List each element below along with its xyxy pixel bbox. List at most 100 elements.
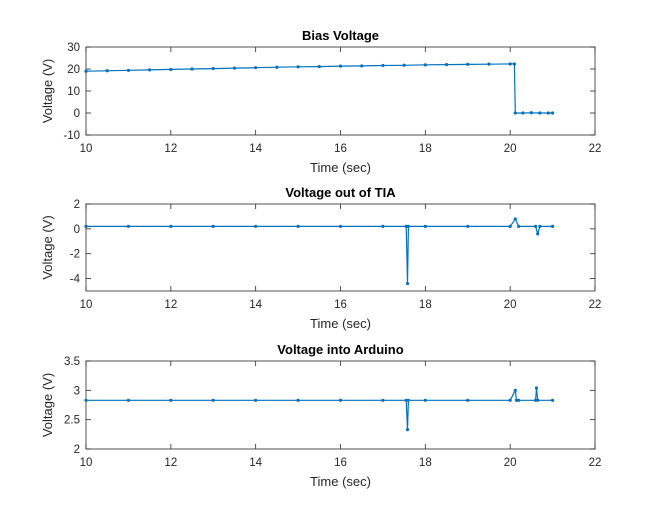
y-tick-label: 2 [74, 199, 80, 211]
data-point [254, 224, 258, 228]
data-point [338, 398, 343, 402]
y-tick-label: 10 [67, 86, 80, 98]
x-tick-label: 16 [334, 143, 347, 155]
y-tick-label: -2 [70, 249, 80, 261]
data-point [550, 224, 555, 228]
data-point [466, 224, 470, 228]
data-point [381, 398, 385, 402]
data-point [423, 224, 427, 228]
x-tick-label: 12 [164, 143, 177, 155]
x-tick-label: 16 [334, 299, 347, 311]
plot-area [85, 46, 596, 136]
y-tick-label: 20 [67, 64, 80, 76]
data-point [536, 232, 540, 236]
data-point [296, 398, 300, 402]
data-point [296, 224, 300, 228]
x-tick-label: 20 [504, 457, 517, 469]
y-tick-label: 3 [74, 385, 80, 397]
data-point [338, 64, 343, 68]
data-point [296, 65, 300, 69]
data-point [517, 398, 521, 402]
data-point [517, 224, 521, 228]
series-line [85, 63, 553, 114]
data-point [169, 224, 173, 228]
data-point [508, 398, 512, 402]
x-tick-label: 22 [589, 299, 602, 311]
y-tick-label: 2 [74, 444, 80, 456]
data-point [423, 63, 427, 67]
data-point [466, 62, 470, 66]
data-point [126, 398, 131, 402]
data-point [402, 63, 406, 67]
x-tick-label: 10 [80, 457, 93, 469]
data-point [317, 64, 321, 69]
data-point [254, 398, 258, 402]
data-point [508, 62, 512, 66]
data-point [550, 398, 555, 402]
data-point [406, 398, 410, 402]
data-point [529, 111, 533, 115]
data-point [126, 68, 131, 72]
data-point [360, 64, 364, 68]
data-point [405, 281, 410, 286]
x-axis-label: Time (sec) [310, 474, 371, 489]
y-tick-label: 2.5 [64, 415, 80, 427]
chart-title: Voltage out of TIA [285, 185, 396, 200]
x-tick-label: 18 [419, 143, 432, 155]
x-tick-label: 20 [504, 299, 517, 311]
y-tick-label: 30 [67, 42, 80, 54]
data-point [512, 62, 517, 66]
x-tick-label: 18 [419, 457, 432, 469]
data-point [148, 68, 152, 72]
data-point [513, 111, 517, 115]
x-tick-label: 14 [249, 299, 262, 311]
data-point [105, 69, 109, 73]
data-point [521, 111, 525, 115]
data-point [406, 224, 410, 228]
data-point [513, 388, 517, 392]
y-tick-label: 0 [74, 224, 80, 236]
y-tick-label: 3.5 [64, 356, 80, 368]
y-axis-label: Voltage (V) [40, 373, 55, 437]
data-point [538, 111, 542, 115]
y-tick-label: -10 [63, 130, 80, 142]
data-point [405, 428, 410, 432]
data-point [423, 398, 427, 402]
data-point [381, 224, 385, 228]
data-point [513, 217, 517, 221]
data-point [536, 398, 540, 402]
x-tick-label: 14 [249, 143, 262, 155]
data-point [444, 63, 449, 67]
chart-title: Bias Voltage [302, 28, 379, 43]
data-point [169, 67, 173, 72]
plot-area [85, 203, 596, 292]
data-point [338, 224, 343, 228]
data-point [169, 398, 173, 402]
plot-area [85, 360, 596, 450]
x-tick-label: 10 [80, 299, 93, 311]
data-point [275, 65, 279, 69]
data-point [84, 224, 88, 228]
data-point [84, 398, 88, 402]
data-point [84, 69, 88, 73]
data-point [466, 398, 470, 402]
data-point [550, 111, 555, 115]
series-line [86, 387, 553, 431]
x-tick-label: 10 [80, 143, 93, 155]
x-tick-label: 22 [589, 457, 602, 469]
data-point [534, 224, 538, 228]
data-point [190, 67, 194, 71]
chart-title: Voltage into Arduino [277, 342, 403, 357]
y-tick-label: -4 [70, 274, 81, 286]
y-tick-label: 0 [74, 108, 80, 120]
data-point [487, 62, 491, 66]
data-point [211, 66, 215, 71]
x-tick-label: 12 [164, 457, 177, 469]
data-point [232, 66, 237, 70]
data-point [546, 111, 550, 115]
x-axis-label: Time (sec) [310, 160, 371, 175]
series-line [86, 218, 553, 285]
subplot-2: 10 12 14 16 18 20 22 -4 -2 0 2 Voltage out of TIA Ti… [40, 185, 601, 331]
y-axis-label: Voltage (V) [40, 59, 55, 123]
